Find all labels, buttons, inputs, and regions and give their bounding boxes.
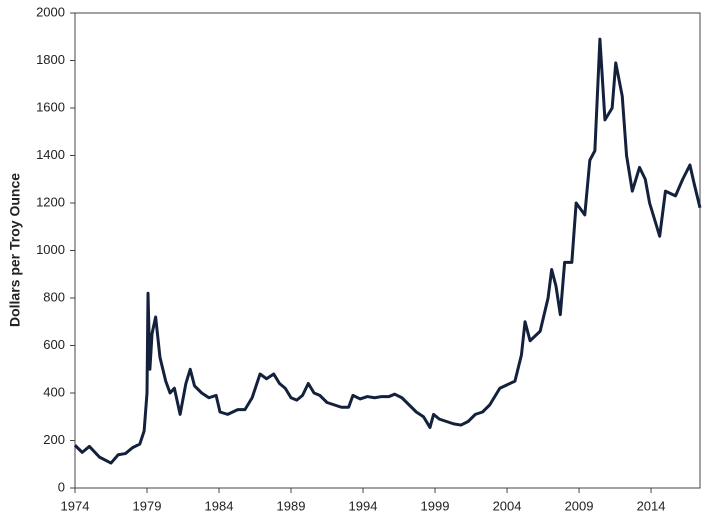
x-tick-label: 1979 bbox=[133, 498, 162, 513]
y-tick-label: 1400 bbox=[36, 147, 65, 162]
x-tick-label: 2014 bbox=[637, 498, 666, 513]
y-tick-label: 2000 bbox=[36, 4, 65, 19]
y-tick-label: 1800 bbox=[36, 52, 65, 67]
x-tick-label: 2004 bbox=[493, 498, 522, 513]
y-tick-label: 1200 bbox=[36, 194, 65, 209]
y-tick-label: 200 bbox=[43, 432, 65, 447]
x-tick-label: 1984 bbox=[205, 498, 234, 513]
y-tick-label: 1000 bbox=[36, 242, 65, 257]
y-tick-label: 600 bbox=[43, 337, 65, 352]
y-tick-label: 800 bbox=[43, 289, 65, 304]
x-tick-label: 1994 bbox=[349, 498, 378, 513]
y-tick-label: 0 bbox=[58, 479, 65, 494]
y-tick-label: 1600 bbox=[36, 99, 65, 114]
plot-frame bbox=[74, 12, 701, 489]
y-tick-label: 400 bbox=[43, 384, 65, 399]
x-tick-label: 1974 bbox=[61, 498, 90, 513]
x-tick-label: 1989 bbox=[277, 498, 306, 513]
y-axis-label: Dollars per Troy Ounce bbox=[7, 173, 23, 327]
price-line bbox=[73, 37, 702, 465]
x-tick-label: 1999 bbox=[421, 498, 450, 513]
x-tick-label: 2009 bbox=[565, 498, 594, 513]
